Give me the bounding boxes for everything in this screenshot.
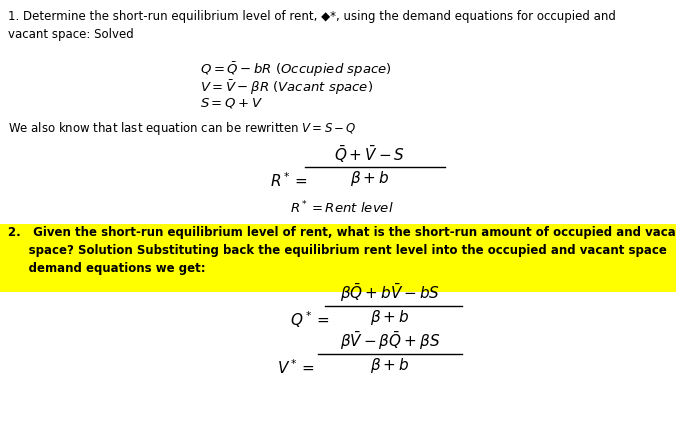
Text: vacant space: Solved: vacant space: Solved bbox=[8, 28, 134, 41]
Text: space? Solution Substituting back the equilibrium rent level into the occupied a: space? Solution Substituting back the eq… bbox=[8, 244, 667, 257]
Text: $\beta\bar{V} - \beta\bar{Q} + \beta S$: $\beta\bar{V} - \beta\bar{Q} + \beta S$ bbox=[340, 330, 440, 352]
Text: $\beta + b$: $\beta + b$ bbox=[370, 356, 410, 375]
Text: $\beta + b$: $\beta + b$ bbox=[350, 169, 389, 188]
Text: $\beta + b$: $\beta + b$ bbox=[370, 308, 410, 327]
Text: We also know that last equation can be rewritten $V = S - Q$: We also know that last equation can be r… bbox=[8, 120, 357, 137]
Text: 2.   Given the short-run equilibrium level of rent, what is the short-run amount: 2. Given the short-run equilibrium level… bbox=[8, 226, 676, 239]
Text: $R^* = Rent\ level$: $R^* = Rent\ level$ bbox=[290, 200, 393, 216]
Text: $V = \bar{V} - \beta R\ (Vacant\ space)$: $V = \bar{V} - \beta R\ (Vacant\ space)$ bbox=[200, 78, 373, 97]
Text: $V^* =$: $V^* =$ bbox=[277, 359, 314, 377]
Text: $\beta\bar{Q} + b\bar{V} - bS$: $\beta\bar{Q} + b\bar{V} - bS$ bbox=[340, 282, 440, 304]
Text: demand equations we get:: demand equations we get: bbox=[8, 262, 206, 275]
Text: $\bar{Q} + \bar{V} - S$: $\bar{Q} + \bar{V} - S$ bbox=[335, 144, 406, 165]
Bar bbox=[0, 224, 676, 292]
Text: $Q = \bar{Q} - bR\ (Occupied\ space)$: $Q = \bar{Q} - bR\ (Occupied\ space)$ bbox=[200, 60, 391, 79]
Text: 1. Determine the short-run equilibrium level of rent, ◆*, using the demand equat: 1. Determine the short-run equilibrium l… bbox=[8, 10, 616, 23]
Text: $R^* =$: $R^* =$ bbox=[270, 172, 308, 191]
Text: $Q^* =$: $Q^* =$ bbox=[290, 310, 329, 330]
Text: $S = Q + V$: $S = Q + V$ bbox=[200, 96, 263, 110]
